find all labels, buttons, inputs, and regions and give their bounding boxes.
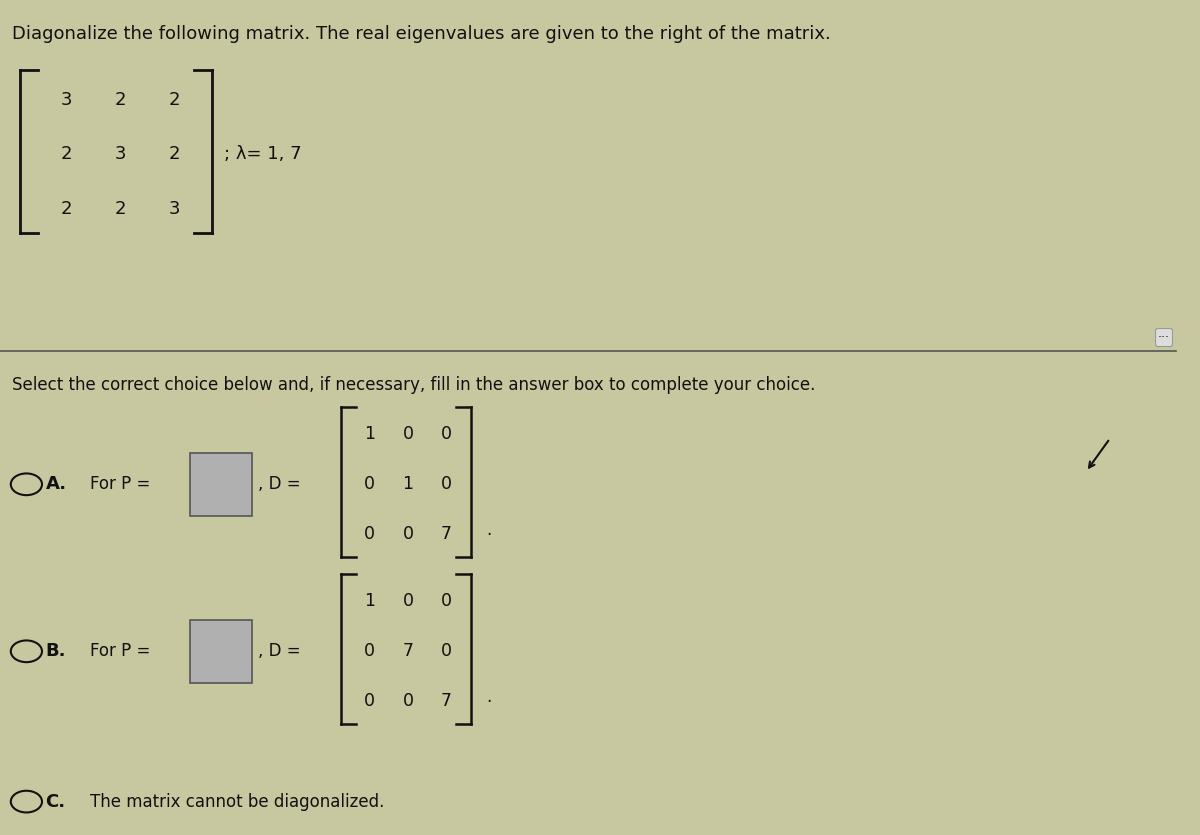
Text: 1: 1 (364, 592, 376, 610)
Text: Select the correct choice below and, if necessary, fill in the answer box to com: Select the correct choice below and, if … (12, 376, 815, 394)
Text: 3: 3 (60, 91, 72, 109)
Text: 0: 0 (364, 525, 376, 544)
Text: .: . (486, 521, 491, 539)
Text: C.: C. (46, 792, 66, 811)
Text: 1: 1 (364, 425, 376, 443)
Text: 0: 0 (402, 592, 414, 610)
Text: 0: 0 (364, 642, 376, 660)
Text: A.: A. (46, 475, 67, 493)
Text: 0: 0 (440, 592, 452, 610)
Text: 0: 0 (402, 692, 414, 711)
Text: 0: 0 (364, 692, 376, 711)
FancyBboxPatch shape (190, 453, 252, 515)
Text: 7: 7 (440, 525, 452, 544)
Text: 2: 2 (60, 145, 72, 164)
Text: B.: B. (46, 642, 66, 660)
Text: ; λ= 1, 7: ; λ= 1, 7 (224, 145, 301, 164)
Text: 3: 3 (168, 200, 180, 218)
Text: 1: 1 (402, 475, 414, 493)
Text: 0: 0 (440, 475, 452, 493)
Text: 2: 2 (114, 91, 126, 109)
Text: .: . (486, 688, 491, 706)
Text: 3: 3 (114, 145, 126, 164)
Text: , D =: , D = (258, 475, 301, 493)
FancyBboxPatch shape (190, 620, 252, 683)
Text: 0: 0 (440, 642, 452, 660)
Text: 0: 0 (440, 425, 452, 443)
Text: ···: ··· (1158, 331, 1170, 344)
Text: 0: 0 (402, 525, 414, 544)
Text: 7: 7 (440, 692, 452, 711)
Text: For P =: For P = (90, 642, 150, 660)
Text: 0: 0 (402, 425, 414, 443)
Text: 7: 7 (402, 642, 414, 660)
Text: 2: 2 (168, 145, 180, 164)
Text: , D =: , D = (258, 642, 301, 660)
Text: 2: 2 (60, 200, 72, 218)
Text: 2: 2 (114, 200, 126, 218)
Text: 2: 2 (168, 91, 180, 109)
Text: 0: 0 (364, 475, 376, 493)
Text: Diagonalize the following matrix. The real eigenvalues are given to the right of: Diagonalize the following matrix. The re… (12, 25, 830, 43)
Text: For P =: For P = (90, 475, 150, 493)
Text: The matrix cannot be diagonalized.: The matrix cannot be diagonalized. (90, 792, 384, 811)
